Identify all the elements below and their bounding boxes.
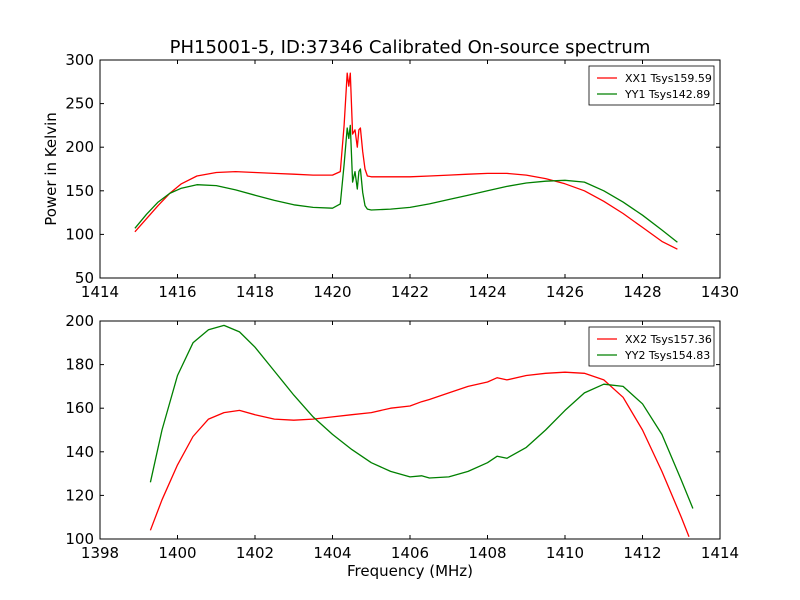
chart-panel-1: 1414 1416 1418 1420 1422 1424 1426 1428 1430 50 10… bbox=[42, 51, 739, 301]
y-tick-label: 160 bbox=[65, 399, 94, 417]
y-axis-label: Power in Kelvin bbox=[42, 112, 60, 226]
series-line-1 bbox=[134, 72, 678, 250]
legend-label-1: XX2 Tsys157.36 bbox=[625, 333, 712, 346]
legend: XX2 Tsys157.36 YY2 Tsys154.83 bbox=[588, 326, 715, 367]
x-tick-label: 1414 bbox=[701, 544, 739, 562]
legend: XX1 Tsys159.59 YY1 Tsys142.89 bbox=[588, 65, 715, 106]
series-line-2 bbox=[134, 124, 678, 243]
y-tick-label: 50 bbox=[75, 269, 94, 287]
y-tick-label: 150 bbox=[65, 182, 94, 200]
y-tick-label: 100 bbox=[65, 225, 94, 243]
x-tick-label: 1404 bbox=[313, 544, 351, 562]
y-tick-label: 180 bbox=[65, 356, 94, 374]
figure-title: PH15001-5, ID:37346 Calibrated On-source… bbox=[170, 37, 651, 58]
x-tick-label: 1424 bbox=[468, 283, 506, 301]
y-tick-label: 200 bbox=[65, 138, 94, 156]
x-tick-label: 1400 bbox=[158, 544, 196, 562]
x-tick-label: 1416 bbox=[158, 283, 196, 301]
x-tick-label: 1410 bbox=[546, 544, 584, 562]
series-group bbox=[134, 72, 678, 250]
chart-panel-2: 1398 1400 1402 1404 1406 1408 1410 1412 1414 100 1… bbox=[65, 312, 739, 580]
x-tick-label: 1420 bbox=[313, 283, 351, 301]
x-tick-label: 1408 bbox=[468, 544, 506, 562]
x-tick-label: 1402 bbox=[236, 544, 274, 562]
x-tick-label: 1414 bbox=[81, 283, 119, 301]
x-tick-label: 1422 bbox=[391, 283, 429, 301]
x-tick-label: 1426 bbox=[546, 283, 584, 301]
series-group bbox=[149, 324, 694, 538]
x-axis-label: Frequency (MHz) bbox=[347, 562, 473, 580]
x-tick-label: 1418 bbox=[236, 283, 274, 301]
legend-label-1: XX1 Tsys159.59 bbox=[625, 72, 712, 85]
y-tick-label: 200 bbox=[65, 312, 94, 330]
y-tick-label: 250 bbox=[65, 95, 94, 113]
x-tick-label: 1428 bbox=[623, 283, 661, 301]
y-tick-label: 140 bbox=[65, 443, 94, 461]
legend-label-2: YY2 Tsys154.83 bbox=[624, 349, 710, 362]
x-tick-label: 1398 bbox=[81, 544, 119, 562]
x-tick-label: 1406 bbox=[391, 544, 429, 562]
series-line-1 bbox=[149, 371, 690, 538]
x-tick-label: 1412 bbox=[623, 544, 661, 562]
chart-panels: 1414 1416 1418 1420 1422 1424 1426 1428 1430 50 10… bbox=[42, 51, 739, 580]
legend-label-2: YY1 Tsys142.89 bbox=[624, 88, 710, 101]
y-tick-label: 120 bbox=[65, 486, 94, 504]
y-tick-label: 300 bbox=[65, 51, 94, 69]
y-tick-label: 100 bbox=[65, 530, 94, 548]
series-line-2 bbox=[149, 324, 694, 509]
legend-box bbox=[588, 326, 715, 367]
legend-box bbox=[588, 65, 715, 106]
x-tick-label: 1430 bbox=[701, 283, 739, 301]
